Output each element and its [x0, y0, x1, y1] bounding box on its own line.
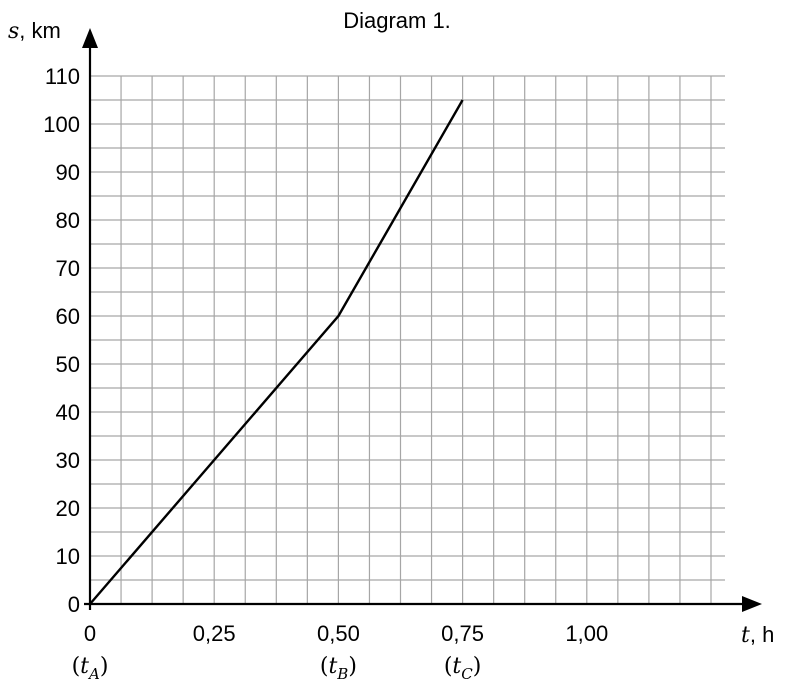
- x-axis-title: t, h: [741, 622, 774, 648]
- y-tick-label: 60: [56, 304, 80, 329]
- y-tick-label: 50: [56, 352, 80, 377]
- labels: Diagram 1. s, km t, h 0 10 20 30 40 50 60 70 80 9…: [8, 8, 774, 683]
- axes: [82, 28, 762, 612]
- x-tick-label: 0: [84, 621, 96, 646]
- time-marker-label: (tC): [444, 654, 482, 683]
- x-tick-label: 1,00: [565, 621, 608, 646]
- x-axis-variable: t: [741, 623, 750, 648]
- y-tick-label: 30: [56, 448, 80, 473]
- series-layer: [89, 99, 464, 605]
- x-tick-label: 0,25: [193, 621, 236, 646]
- time-marker-label: (tB): [320, 654, 357, 683]
- x-tick-label: 0,50: [317, 621, 360, 646]
- y-axis-arrow-icon: [82, 28, 98, 48]
- grid: [90, 75, 725, 604]
- y-tick-label: 20: [56, 496, 80, 521]
- y-tick-label: 70: [56, 256, 80, 281]
- y-axis-unit: , km: [19, 18, 61, 43]
- y-tick-label: 40: [56, 400, 80, 425]
- y-axis-title: s, km: [8, 18, 61, 44]
- chart-title: Diagram 1.: [343, 8, 451, 33]
- y-axis-variable: s: [8, 19, 19, 44]
- y-tick-label: 10: [56, 544, 80, 569]
- y-tick-label: 0: [68, 592, 80, 617]
- x-tick-label: 0,75: [441, 621, 484, 646]
- x-axis-arrow-icon: [742, 596, 762, 612]
- y-tick-label: 100: [43, 112, 80, 137]
- y-tick-label: 90: [56, 160, 80, 185]
- x-axis-unit: , h: [750, 622, 774, 647]
- y-tick-label: 80: [56, 208, 80, 233]
- time-marker-label: (tA): [72, 654, 109, 683]
- series-line: [89, 99, 464, 605]
- y-tick-label: 110: [45, 64, 80, 89]
